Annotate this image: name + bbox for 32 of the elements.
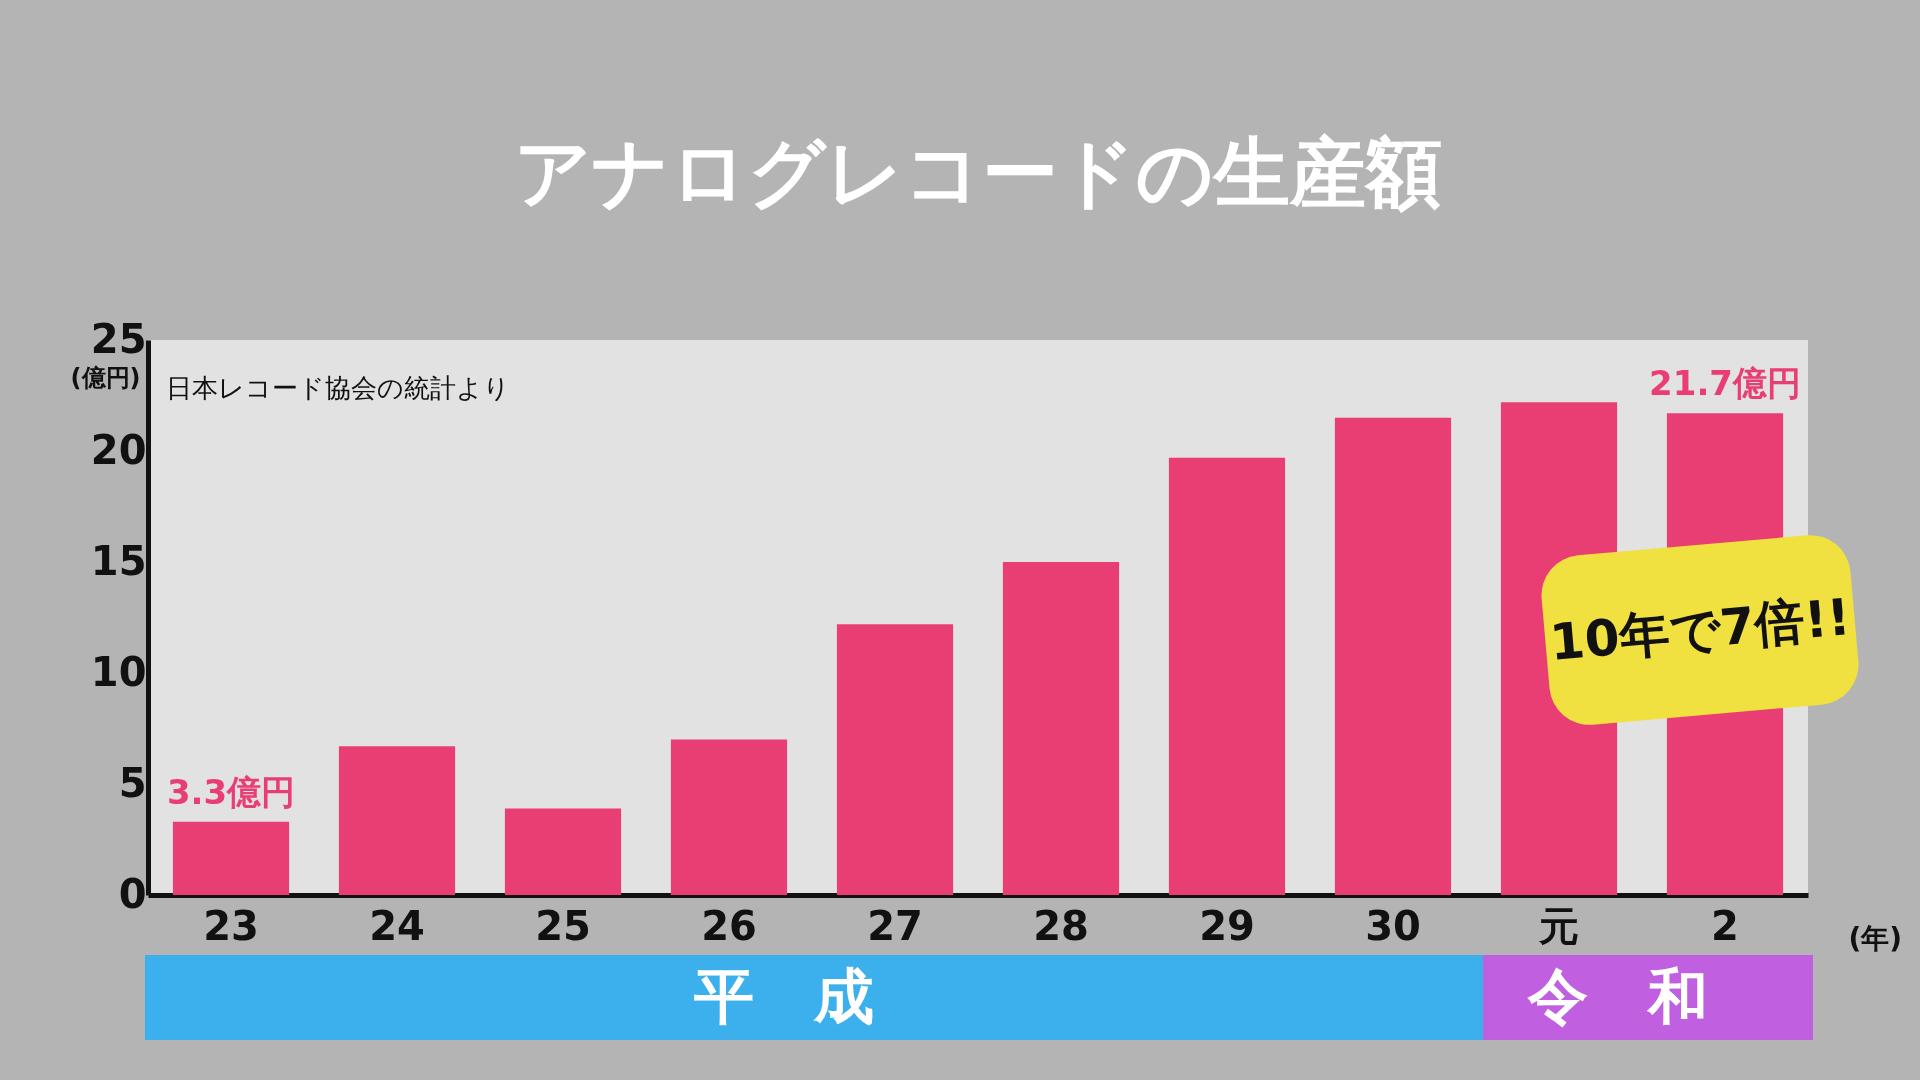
x-axis-title: (年)	[1848, 921, 1903, 955]
data-label: 3.3億円	[166, 771, 296, 812]
era-strip: 令和	[1483, 955, 1813, 1040]
bar	[670, 739, 788, 895]
era-strip: 平成	[145, 955, 1483, 1040]
x-tick-label: 28	[1033, 902, 1089, 949]
y-tick-label: 25	[90, 315, 147, 362]
chart-title: アナログレコードの生産額	[514, 128, 1442, 217]
y-tick-label: 20	[90, 426, 147, 473]
y-tick-label: 5	[118, 759, 147, 806]
x-tick-label: 2	[1711, 902, 1739, 949]
x-tick-label: 23	[203, 902, 259, 949]
bar	[1168, 457, 1286, 895]
x-tick-label: 24	[369, 902, 425, 949]
x-tick-label: 26	[701, 902, 757, 949]
x-tick-label: 25	[535, 902, 591, 949]
x-tick-label: 27	[867, 902, 923, 949]
y-tick-label: 0	[118, 870, 147, 917]
bar	[504, 808, 622, 895]
data-label: 21.7億円	[1649, 363, 1801, 404]
y-tick-label: 15	[90, 537, 147, 584]
x-tick-label: 元	[1538, 902, 1579, 949]
bar	[172, 821, 290, 895]
bar	[1002, 562, 1120, 895]
bar	[836, 624, 954, 895]
annotation: 日本レコード協会の統計より	[166, 373, 510, 403]
x-tick-label: 30	[1365, 902, 1421, 949]
bar	[1334, 417, 1452, 895]
y-axis-title: (億円)	[70, 363, 141, 392]
bar	[338, 746, 456, 895]
y-tick-label: 10	[90, 648, 147, 695]
x-tick-label: 29	[1199, 902, 1255, 949]
